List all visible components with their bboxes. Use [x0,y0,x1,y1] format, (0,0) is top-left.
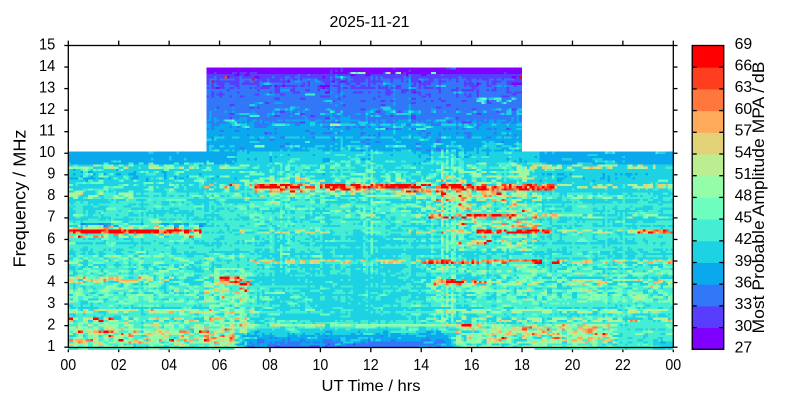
svg-text:69: 69 [735,36,753,53]
svg-text:16: 16 [464,357,480,374]
svg-text:5: 5 [47,252,55,269]
svg-text:9: 9 [47,166,55,183]
svg-text:13: 13 [39,79,55,96]
svg-text:48: 48 [735,188,753,205]
svg-text:66: 66 [735,58,753,75]
svg-text:6: 6 [47,230,55,247]
svg-text:14: 14 [413,357,429,374]
svg-text:3: 3 [47,295,55,312]
svg-text:39: 39 [735,253,753,270]
svg-text:12: 12 [39,101,55,118]
svg-text:06: 06 [212,357,228,374]
svg-text:63: 63 [735,79,753,96]
svg-text:36: 36 [735,275,753,292]
svg-text:12: 12 [363,357,379,374]
svg-text:51: 51 [735,166,753,183]
svg-text:57: 57 [735,123,753,140]
svg-text:60: 60 [735,101,753,118]
svg-text:8: 8 [47,187,55,204]
svg-text:Most Probable Amplitude MPA /: Most Probable Amplitude MPA / dB [749,62,768,334]
svg-text:04: 04 [161,357,177,374]
svg-text:54: 54 [735,144,753,161]
svg-text:2025-11-21: 2025-11-21 [330,14,410,31]
svg-text:2: 2 [47,316,55,333]
svg-text:27: 27 [735,340,753,357]
svg-text:1: 1 [47,338,55,355]
svg-text:UT Time / hrs: UT Time / hrs [322,378,421,395]
svg-text:45: 45 [735,209,753,226]
svg-text:00: 00 [60,357,76,374]
svg-text:42: 42 [735,231,753,248]
svg-text:02: 02 [111,357,127,374]
svg-text:30: 30 [735,318,753,335]
svg-text:18: 18 [514,357,530,374]
svg-text:10: 10 [39,144,55,161]
svg-text:22: 22 [615,357,631,374]
svg-text:15: 15 [39,36,55,53]
svg-text:20: 20 [565,357,581,374]
svg-text:33: 33 [735,296,753,313]
svg-text:11: 11 [39,123,55,140]
svg-text:Frequency / MHz: Frequency / MHz [9,130,29,268]
svg-text:00: 00 [665,357,681,374]
svg-text:7: 7 [47,209,55,226]
svg-text:4: 4 [47,273,55,290]
svg-text:14: 14 [39,58,55,75]
svg-text:10: 10 [312,357,328,374]
svg-text:08: 08 [262,357,278,374]
